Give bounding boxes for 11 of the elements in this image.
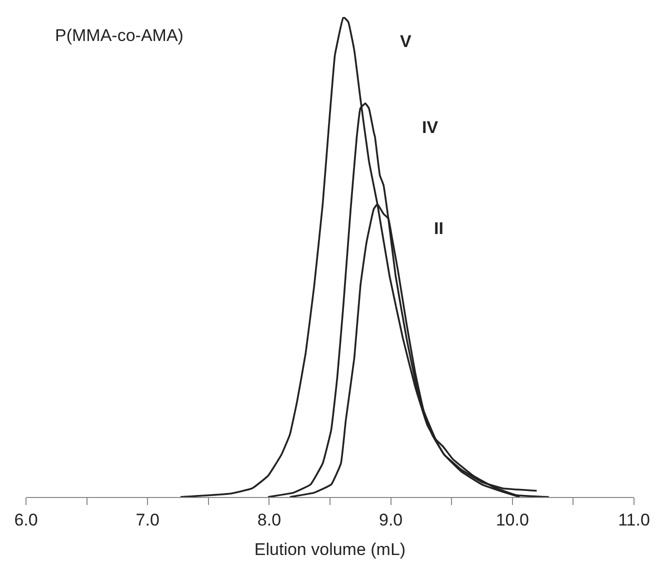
x-tick-label: 11.0: [618, 510, 650, 530]
annotation: P(MMA-co-AMA): [55, 26, 184, 45]
text: V: [400, 32, 412, 51]
x-tick-label: 7.0: [136, 510, 160, 530]
x-tick-label: 10.0: [496, 510, 529, 530]
x-tick-label: 6.0: [14, 510, 38, 530]
text: IV: [422, 118, 439, 137]
x-tick-label: 8.0: [257, 510, 282, 530]
text: II: [434, 219, 444, 238]
x-axis-title: Elution volume (mL): [254, 540, 406, 559]
x-tick-label: 9.0: [378, 510, 403, 530]
